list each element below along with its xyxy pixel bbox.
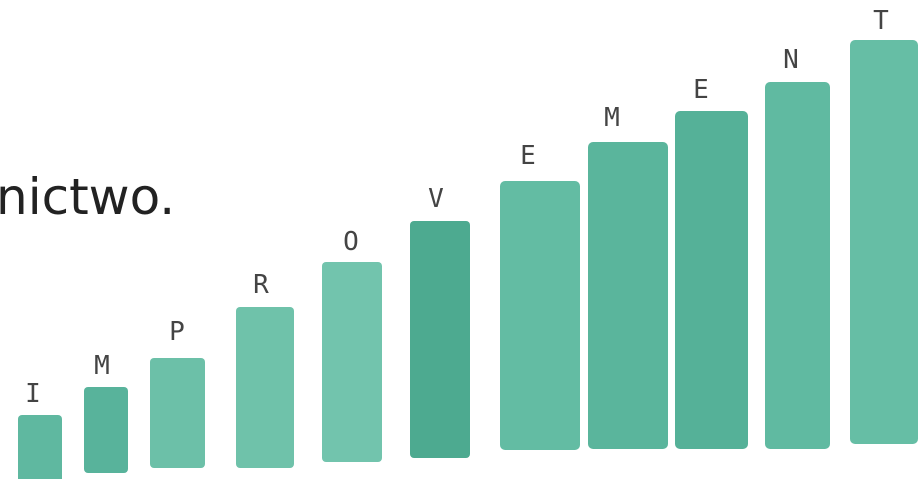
bar xyxy=(500,181,580,450)
letter: O xyxy=(343,227,359,257)
letter: P xyxy=(169,317,185,347)
bar xyxy=(18,415,62,479)
letter: E xyxy=(520,141,536,171)
bar xyxy=(236,307,294,468)
caption: nictwo. xyxy=(0,168,175,226)
letter: M xyxy=(94,351,110,381)
bar xyxy=(675,111,748,449)
letter: I xyxy=(25,379,41,409)
letter: T xyxy=(873,6,889,36)
letter: R xyxy=(253,270,269,300)
letter: M xyxy=(604,103,620,133)
bar xyxy=(765,82,830,449)
letter: E xyxy=(693,75,709,105)
letter: V xyxy=(428,184,444,214)
bar xyxy=(150,358,205,468)
bar xyxy=(850,40,918,444)
bar xyxy=(588,142,668,449)
bars xyxy=(18,40,918,479)
bar xyxy=(84,387,128,473)
bar xyxy=(410,221,470,458)
letter: N xyxy=(783,45,799,75)
bar xyxy=(322,262,382,462)
letters: I M P R O V E M E N T xyxy=(25,6,889,409)
